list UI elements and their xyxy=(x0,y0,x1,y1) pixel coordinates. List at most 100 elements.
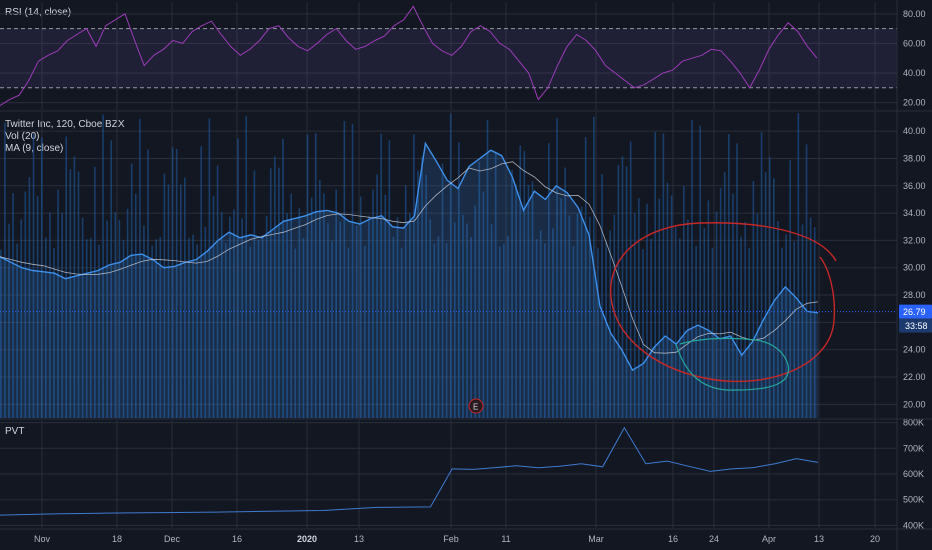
volume-bar xyxy=(744,221,746,418)
volume-bar xyxy=(155,239,158,418)
volume-bar xyxy=(392,236,395,418)
volume-bar xyxy=(212,195,215,418)
volume-bar xyxy=(752,180,755,418)
x-tick-label: 20 xyxy=(870,534,880,544)
volume-bar xyxy=(134,193,137,418)
volume-bar xyxy=(229,216,231,418)
volume-bar xyxy=(658,198,661,418)
volume-bar xyxy=(89,238,92,418)
volume-bar xyxy=(494,152,497,418)
volume-bar xyxy=(703,227,706,418)
volume-bar xyxy=(482,191,485,418)
volume-bar xyxy=(310,197,313,418)
y-tick-label: 20.00 xyxy=(903,399,926,409)
volume-bar xyxy=(576,213,579,418)
pvt-line xyxy=(0,426,819,516)
volume-bar xyxy=(650,238,652,418)
y-tick-label: 32.00 xyxy=(903,235,926,245)
volume-bar xyxy=(781,247,783,418)
time-axis[interactable]: Nov 18 Dec 16 2020 13 Feb 11 Mar 16 24 Apr 13 20 xyxy=(34,534,880,544)
annotation-ellipse[interactable] xyxy=(610,222,837,383)
volume-bar xyxy=(57,189,59,418)
y-tick-label: 40.00 xyxy=(903,126,926,136)
x-tick-label: 16 xyxy=(232,534,242,544)
volume-bar xyxy=(687,219,689,418)
rsi-pane[interactable]: RSI (14, close) xyxy=(0,2,897,110)
volume-bar xyxy=(73,156,76,419)
volume-bar xyxy=(683,186,685,418)
y-tick-label: 600K xyxy=(903,469,924,479)
volume-bar xyxy=(278,167,280,418)
volume-bar xyxy=(331,241,333,418)
volume-bar xyxy=(813,227,816,418)
volume-bar xyxy=(691,119,693,419)
volume-bar xyxy=(98,244,100,418)
volume-bar xyxy=(466,223,468,418)
volume-bar xyxy=(809,217,812,418)
volume-bar xyxy=(8,223,10,418)
volume-bar xyxy=(404,185,407,418)
rsi-band-fill xyxy=(0,28,897,88)
volume-bar xyxy=(642,249,644,418)
volume-bar xyxy=(151,245,153,418)
price-area xyxy=(0,143,818,418)
volume-bar xyxy=(122,240,125,418)
volume-bar xyxy=(24,191,27,418)
volume-bar xyxy=(139,118,141,418)
volume-bar xyxy=(486,119,489,419)
volume-bar xyxy=(707,200,710,418)
volume-bar xyxy=(12,193,14,418)
volume-bar xyxy=(768,156,771,418)
volume-bar xyxy=(633,212,636,418)
volume-bar xyxy=(548,143,550,418)
volume-bar xyxy=(527,184,530,418)
volume-bar xyxy=(179,184,182,418)
x-tick-label: Dec xyxy=(164,534,181,544)
volume-bar xyxy=(543,243,546,418)
volume-bar xyxy=(409,213,411,418)
price-title: Twitter Inc, 120, Cboe BZX xyxy=(5,119,125,130)
volume-bar xyxy=(94,166,96,418)
volume-bar xyxy=(327,223,329,418)
volume-bar xyxy=(429,219,432,418)
y-tick-label: 28.00 xyxy=(903,290,926,300)
volume-bar xyxy=(306,134,309,418)
volume-bar xyxy=(159,236,162,418)
volume-bar xyxy=(396,217,399,418)
earnings-marker[interactable] xyxy=(468,398,484,414)
volume-bar xyxy=(184,177,186,418)
last-price-label: 26.79 xyxy=(903,307,926,317)
price-pane[interactable]: Twitter Inc, 120, Cboe BZX Vol (20) MA (… xyxy=(0,112,897,419)
volume-bar xyxy=(445,243,448,418)
volume-bar xyxy=(621,156,624,418)
price-axes[interactable]: 20.0040.0060.0080.0020.0022.0024.0026.00… xyxy=(899,9,932,531)
volume-bar xyxy=(323,193,325,418)
volume-bar xyxy=(233,209,235,418)
x-tick-label: 2020 xyxy=(297,534,317,544)
x-tick-label: Apr xyxy=(762,534,776,544)
y-tick-label: 30.00 xyxy=(903,263,926,273)
volume-bar xyxy=(265,216,268,418)
y-tick-label: 700K xyxy=(903,443,924,453)
volume-bar xyxy=(249,246,252,418)
volume-bar xyxy=(200,146,203,418)
volume-bar xyxy=(584,137,587,419)
y-tick-label: 40.00 xyxy=(903,68,926,78)
volume-bar xyxy=(224,243,227,418)
volume-bar xyxy=(85,239,88,418)
annotation-cup[interactable] xyxy=(675,337,789,391)
volume-bar xyxy=(372,189,374,418)
y-tick-label: 400K xyxy=(903,520,924,530)
y-tick-label: 800K xyxy=(903,418,924,428)
volume-bar xyxy=(245,115,247,418)
x-tick-label: 16 xyxy=(668,534,678,544)
volume-bar xyxy=(625,166,628,418)
volume-bar xyxy=(298,208,301,418)
volume-bar xyxy=(715,211,718,418)
pvt-pane[interactable]: PVT xyxy=(0,420,897,528)
volume-bar xyxy=(376,174,378,418)
volume-bar xyxy=(478,161,481,419)
volume-bar xyxy=(539,230,542,418)
